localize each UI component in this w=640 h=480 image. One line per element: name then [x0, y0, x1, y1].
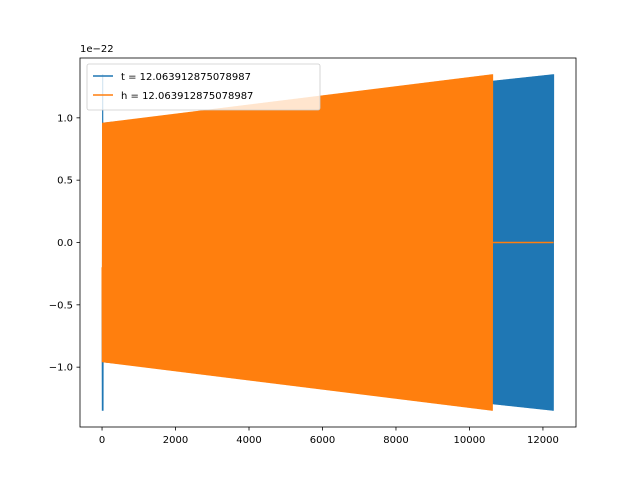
legend-box	[86, 63, 321, 111]
y-offset-label: 1e−22	[80, 44, 114, 55]
x-tick-label: 8000	[383, 435, 408, 446]
series-line-2	[101, 74, 494, 411]
x-tick-label: 4000	[236, 435, 261, 446]
y-tick-label: −0.5	[49, 300, 73, 311]
y-tick-label: 1.0	[57, 113, 73, 124]
legend: t = 12.063912875078987 h = 12.06391287507…	[86, 63, 321, 111]
y-tick-label: 0.0	[57, 238, 73, 249]
plot-area	[101, 74, 555, 411]
legend-label-2: h = 12.063912875078987	[121, 91, 253, 102]
y-tick-label: −1.0	[49, 363, 73, 374]
x-tick-label: 6000	[310, 435, 335, 446]
legend-label-1: t = 12.063912875078987	[121, 72, 251, 83]
x-tick-label: 12000	[527, 435, 559, 446]
x-tick-label: 2000	[163, 435, 188, 446]
y-tick-label: 0.5	[57, 176, 73, 187]
x-tick-label: 10000	[454, 435, 486, 446]
x-tick-label: 0	[99, 435, 105, 446]
axes: 0 2000 4000 6000 8000 10000 12000 1.0 0.5 0.0 −0.5…	[49, 57, 577, 446]
